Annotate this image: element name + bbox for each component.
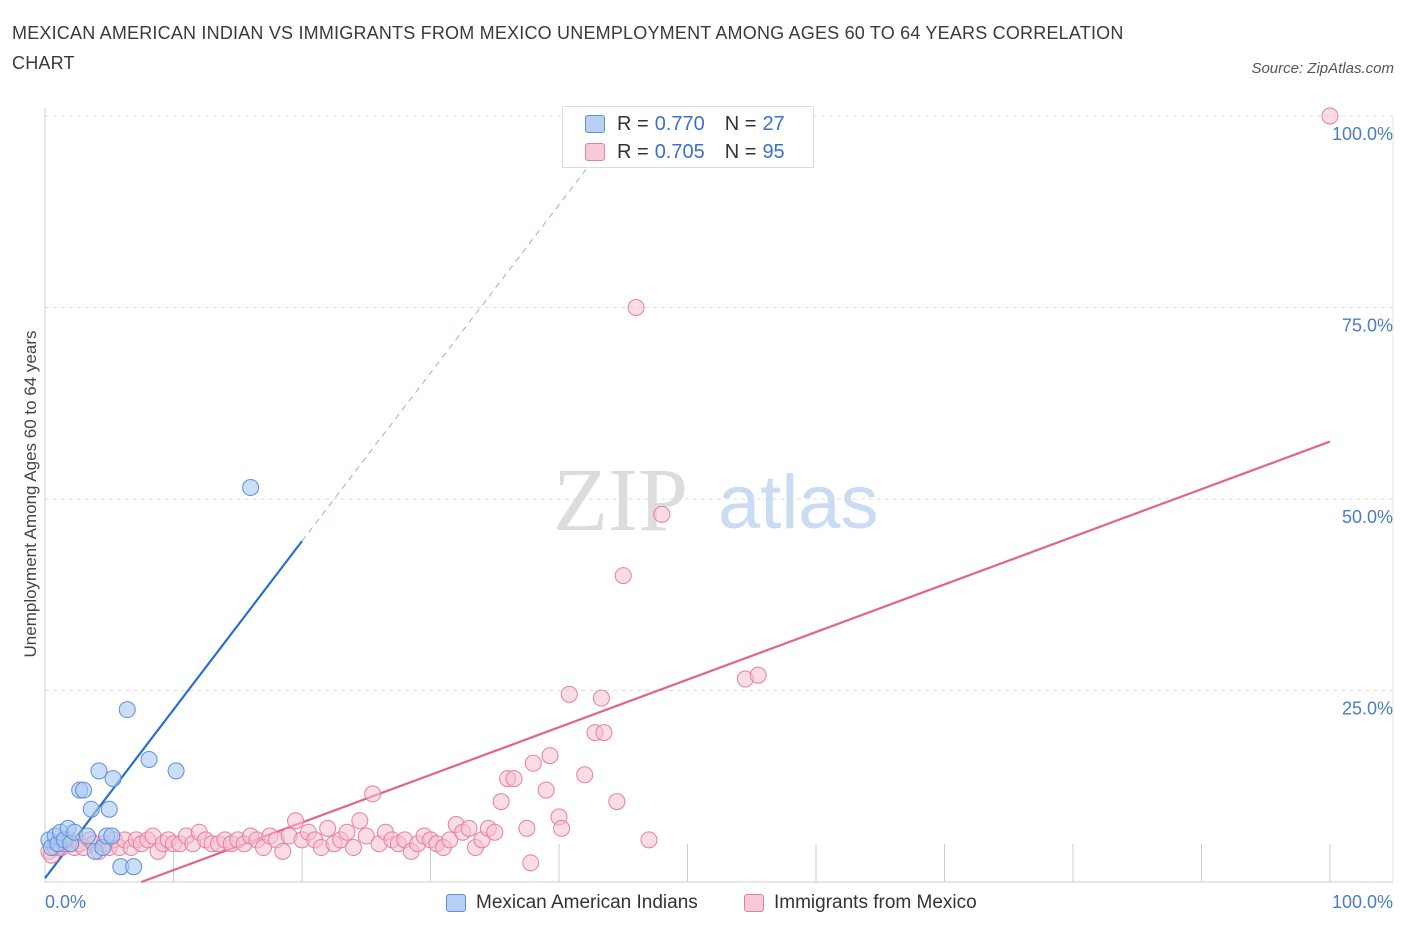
point-immigrants-from-mexico (505, 770, 523, 788)
legend-r-value: 0.705 (654, 140, 705, 163)
point-immigrants-from-mexico (553, 819, 571, 837)
point-immigrants-from-mexico (749, 666, 767, 684)
point-immigrants-from-mexico (627, 299, 645, 316)
point-immigrants-from-mexico (441, 831, 459, 849)
bottom-legend-series1: Mexican American Indians (446, 890, 698, 916)
y-tick-label: 50.0% (1342, 507, 1393, 527)
point-immigrants-from-mexico (640, 831, 658, 849)
watermark: ZIP atlas (553, 451, 879, 550)
point-immigrants-from-mexico (338, 823, 356, 841)
x-tick-label: 100.0% (1332, 892, 1393, 912)
point-immigrants-from-mexico (492, 793, 510, 811)
bottom-legend-label: Immigrants from Mexico (774, 892, 977, 913)
legend-n-label: N = (724, 112, 757, 135)
legend-r-label: R = (617, 112, 649, 135)
bottom-legend-series2: Immigrants from Mexico (744, 890, 977, 916)
point-mexican-american-indians (78, 827, 96, 845)
trendlines (44, 153, 1331, 884)
legend-row-series2: R = 0.705 N = 95 (585, 140, 785, 164)
y-tick-label: 100.0% (1332, 124, 1393, 144)
point-immigrants-from-mexico (364, 785, 382, 803)
point-mexican-american-indians (103, 827, 121, 845)
trendline-mexican-american-indians (44, 540, 303, 879)
legend-row-series1: R = 0.770 N = 27 (585, 112, 785, 136)
point-immigrants-from-mexico (524, 754, 542, 772)
legend-swatch-pink (744, 894, 764, 912)
point-immigrants-from-mexico (608, 793, 626, 811)
point-mexican-american-indians (82, 800, 100, 818)
point-mexican-american-indians (242, 479, 260, 497)
point-immigrants-from-mexico (351, 812, 369, 830)
point-immigrants-from-mexico (460, 819, 478, 837)
point-mexican-american-indians (104, 770, 122, 788)
point-mexican-american-indians (140, 750, 158, 768)
chart-title: MEXICAN AMERICAN INDIAN VS IMMIGRANTS FR… (12, 23, 1124, 73)
point-immigrants-from-mexico (576, 766, 594, 784)
point-mexican-american-indians (118, 701, 136, 719)
point-immigrants-from-mexico (1321, 107, 1339, 125)
legend-n-value: 95 (762, 140, 785, 163)
point-immigrants-from-mexico (486, 823, 504, 841)
point-mexican-american-indians (100, 800, 118, 818)
point-immigrants-from-mexico (560, 685, 578, 703)
point-immigrants-from-mexico (357, 827, 375, 845)
stats-legend: R = 0.770 N = 27 R = 0.705 N = 95 (562, 106, 814, 168)
legend-swatch-pink (585, 143, 605, 161)
tick-labels: 25.0% 50.0% 75.0% 100.0% 0.0% 100.0% (45, 124, 1393, 912)
point-immigrants-from-mexico (287, 812, 305, 830)
y-axis-label: Unemployment Among Ages 60 to 64 years (21, 331, 40, 658)
point-immigrants-from-mexico (592, 689, 610, 707)
legend-r-value: 0.770 (654, 112, 705, 135)
point-immigrants-from-mexico (653, 505, 671, 523)
point-immigrants-from-mexico (541, 747, 559, 765)
y-tick-label: 25.0% (1342, 699, 1393, 719)
scatter-points (40, 107, 1339, 876)
point-immigrants-from-mexico (537, 781, 555, 799)
y-tick-label: 75.0% (1342, 316, 1393, 336)
legend-r-label: R = (617, 140, 649, 163)
axes (44, 108, 1393, 883)
point-immigrants-from-mexico (344, 839, 362, 857)
legend-n-value: 27 (762, 112, 785, 135)
point-mexican-american-indians (75, 781, 93, 799)
point-mexican-american-indians (90, 762, 108, 780)
source-credit: Source: ZipAtlas.com (1251, 60, 1394, 77)
point-mexican-american-indians (125, 858, 143, 876)
watermark-zip: ZIP (553, 451, 688, 550)
point-immigrants-from-mexico (595, 724, 613, 742)
bottom-legend-label: Mexican American Indians (476, 892, 698, 913)
point-immigrants-from-mexico (522, 854, 540, 872)
trendline-blue-extension (301, 153, 598, 542)
point-immigrants-from-mexico (518, 819, 536, 837)
legend-swatch-blue (585, 115, 605, 133)
legend-swatch-blue (446, 894, 466, 912)
point-immigrants-from-mexico (319, 819, 337, 837)
watermark-atlas: atlas (718, 460, 879, 545)
point-mexican-american-indians (167, 762, 185, 780)
point-immigrants-from-mexico (614, 567, 632, 585)
x-tick-label: 0.0% (45, 892, 86, 912)
trendline-immigrants-from-mexico (140, 440, 1331, 884)
point-immigrants-from-mexico (274, 842, 292, 860)
legend-n-label: N = (724, 140, 757, 163)
